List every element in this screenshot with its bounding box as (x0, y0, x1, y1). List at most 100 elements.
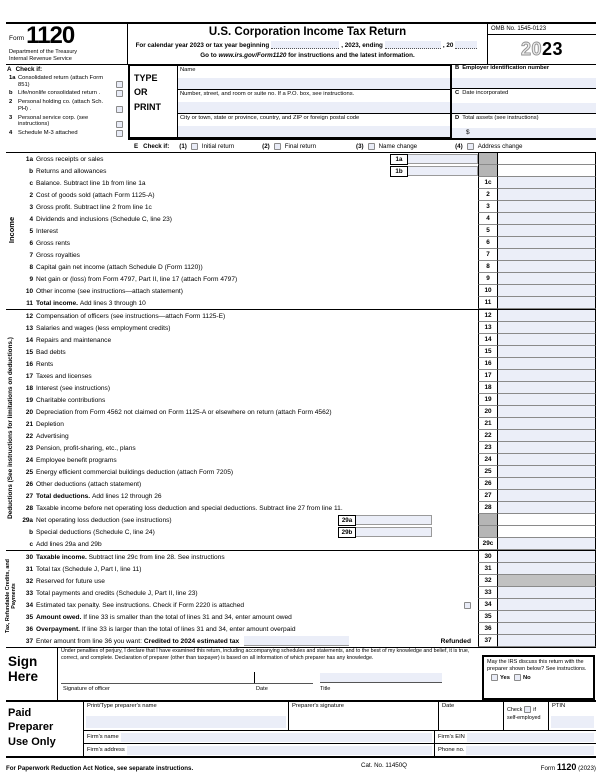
amount-field[interactable] (498, 442, 596, 454)
inner-amount-field[interactable] (408, 166, 478, 176)
amount-field[interactable] (498, 466, 596, 478)
amount-field[interactable] (498, 430, 596, 442)
line-29a-row: 29a Net operating loss deduction (see ins… (6, 514, 596, 526)
amount-field[interactable] (498, 273, 596, 285)
line-label: Total income. Add lines 3 through 10 (36, 300, 146, 307)
line-number: 20 (25, 408, 33, 416)
line-number-box: 11 (478, 297, 498, 309)
amount-field[interactable] (498, 394, 596, 406)
preparer-date-cell[interactable]: Date (439, 702, 504, 730)
discuss-no-checkbox[interactable] (514, 673, 521, 681)
total-assets-input[interactable] (452, 128, 596, 138)
discuss-yes-checkbox[interactable] (491, 673, 498, 681)
amount-field[interactable] (498, 177, 596, 189)
phone-input[interactable] (466, 745, 594, 755)
preparer-name-input[interactable] (86, 716, 286, 728)
amount-field[interactable] (498, 502, 596, 514)
self-employed-checkbox[interactable] (524, 706, 532, 714)
line-label-text: Pension, profit-sharing, etc., plans (36, 444, 136, 452)
amount-field[interactable] (498, 249, 596, 261)
dot-leader (156, 526, 336, 538)
name-input[interactable] (178, 78, 450, 89)
credited-amount-field[interactable] (244, 636, 350, 646)
amount-field[interactable] (498, 310, 596, 322)
form-2220-checkbox[interactable] (464, 601, 471, 609)
amount-field[interactable] (498, 358, 596, 370)
city-input[interactable] (178, 126, 450, 137)
line-6-row: 6 Gross rents 6 (6, 237, 596, 249)
checkbox-initial-return[interactable] (190, 142, 198, 150)
date-incorporated-input[interactable] (452, 103, 596, 113)
line-21-row: 21 Depletion 21 (6, 418, 596, 430)
amount-field[interactable] (498, 587, 596, 599)
line-label: Interest (see instructions) (36, 385, 110, 392)
amount-field[interactable] (498, 285, 596, 297)
line-number: 1a (25, 155, 33, 163)
amount-field[interactable] (498, 189, 596, 201)
amount-field[interactable] (498, 406, 596, 418)
line-label: Gross rents (36, 240, 70, 247)
inner-amount-field[interactable] (356, 515, 432, 525)
amount-field[interactable] (498, 382, 596, 394)
amount-field[interactable] (498, 563, 596, 575)
amount-field[interactable] (498, 551, 596, 563)
inner-amount-field[interactable] (408, 154, 478, 164)
line-label-text: Capital gain net income (attach Schedule… (36, 263, 203, 271)
tax-year-ending-field[interactable] (384, 41, 441, 49)
amount-field[interactable] (498, 261, 596, 273)
amount-field[interactable] (498, 490, 596, 502)
line-number-box: 6 (478, 237, 498, 249)
amount-field[interactable] (498, 454, 596, 466)
sign-here-label: Sign Here (6, 647, 58, 700)
amount-field[interactable] (498, 635, 596, 647)
amount-field[interactable] (498, 611, 596, 623)
checkbox-consolidated-return[interactable] (116, 81, 123, 89)
line-label: Energy efficient commercial buildings de… (36, 469, 233, 476)
checkbox-personal-holding-co[interactable] (116, 105, 123, 113)
street-row: Number, street, and room or suite no. If… (178, 90, 450, 114)
amount-field[interactable] (498, 478, 596, 490)
line-label: Cost of goods sold (attach Form 1125-A) (36, 192, 155, 199)
dot-leader (333, 406, 476, 418)
ptin-input[interactable] (551, 716, 594, 728)
line-number: c (29, 540, 33, 548)
inner-amount-field[interactable] (356, 527, 432, 537)
firm-address-input[interactable] (126, 745, 432, 755)
paperwork-notice: For Paperwork Reduction Act Notice, see … (6, 765, 194, 772)
amount-field[interactable] (498, 225, 596, 237)
street-input[interactable] (178, 102, 450, 113)
tax-year-beginning-field[interactable] (271, 41, 340, 49)
amount-field[interactable] (498, 322, 596, 334)
line-27-row: 27 Total deductions. Add lines 12 through… (6, 490, 596, 502)
amount-field[interactable] (498, 623, 596, 635)
tax-year-yy-field[interactable] (455, 41, 478, 49)
title-input[interactable] (320, 673, 442, 683)
checkbox-final-return[interactable] (273, 142, 281, 150)
checkbox-schedule-m3-attached[interactable] (116, 129, 123, 137)
amount-field[interactable] (498, 237, 596, 249)
checkbox-address-change[interactable] (466, 142, 474, 150)
amount-field[interactable] (498, 213, 596, 225)
preparer-name-cell: Print/Type preparer's name (84, 702, 289, 730)
amount-field[interactable] (498, 538, 596, 550)
firm-ein-input[interactable] (466, 732, 594, 742)
line-number-box: 14 (478, 334, 498, 346)
amount-field[interactable] (498, 334, 596, 346)
checkbox-name-change[interactable] (367, 142, 375, 150)
amount-field[interactable] (498, 599, 596, 611)
dot-leader (65, 418, 476, 430)
line-number: 10 (25, 287, 33, 295)
amount-field[interactable] (498, 370, 596, 382)
amount-field[interactable] (498, 297, 596, 309)
amount-field[interactable] (498, 346, 596, 358)
checkbox-personal-service-corp[interactable] (116, 120, 123, 128)
firm-name-input[interactable] (120, 732, 432, 742)
preparer-signature-cell[interactable]: Preparer's signature (289, 702, 439, 730)
firm-name-cell: Firm's name (84, 731, 435, 743)
ein-input[interactable] (452, 78, 596, 88)
amount-field[interactable] (498, 418, 596, 430)
checkbox-life-nonlife-consolidated[interactable] (116, 90, 123, 98)
signature-line[interactable] (61, 683, 313, 684)
line-label: Amount owed. If line 33 is smaller than … (36, 614, 292, 621)
amount-field[interactable] (498, 201, 596, 213)
